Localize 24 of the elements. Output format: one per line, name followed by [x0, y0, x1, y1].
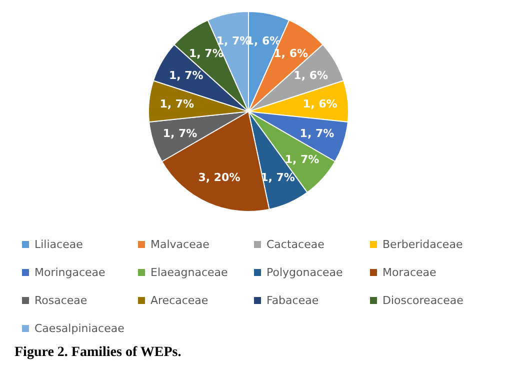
data-label: 1, 7%	[300, 127, 334, 140]
legend-label: Polygonaceae	[266, 266, 344, 279]
data-label: 1, 6%	[274, 46, 308, 60]
legend-label: Dioscoreaceae	[382, 294, 464, 307]
data-label: 3, 20%	[198, 170, 240, 184]
data-label: 1, 7%	[162, 127, 198, 140]
legend-label: Malvaceae	[150, 238, 210, 251]
legend-label: Fabaceae	[266, 294, 319, 307]
legend-label: Moraceae	[382, 266, 437, 279]
caption: Figure 2. Families of WEPs.	[14, 345, 182, 360]
legend-label: Liliaceae	[34, 238, 84, 251]
legend-label: Berberidaceae	[382, 238, 463, 251]
legend-label: Arecaceae	[150, 294, 208, 307]
legend-label: Moringaceae	[34, 266, 106, 279]
legend-label: Caesalpiniaceae	[34, 322, 125, 335]
data-label: 1, 7%	[284, 153, 320, 166]
data-label: 1, 6%	[294, 69, 328, 82]
legend-label: Rosaceae	[34, 294, 88, 307]
data-label: 1, 6%	[302, 97, 338, 110]
data-label: 1, 7%	[189, 46, 224, 60]
legend-label: Elaeagnaceae	[150, 266, 228, 279]
legend-label: Cactaceae	[266, 238, 325, 251]
data-label: 1, 7%	[168, 69, 204, 82]
data-label: 1, 7%	[160, 97, 194, 110]
